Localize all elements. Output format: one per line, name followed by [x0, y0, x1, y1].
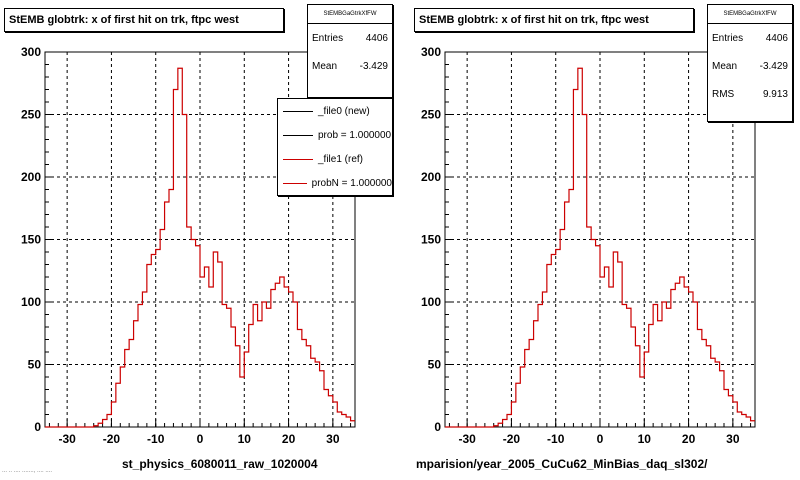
right-stats-rms-label: RMS	[712, 88, 735, 100]
left-histogram-pad: -30 -20 -10 0 10 20 30 0 50 100 150 200 250 300 StEMB…	[4, 4, 393, 471]
left-stats-entries-label: Entries	[312, 32, 344, 44]
right-stats-box: StEMBGaGtrkXfFW Entries 4406 Mean -3.429…	[707, 4, 793, 122]
right-stats-mean-label: Mean	[712, 60, 738, 72]
left-series-0-line	[45, 67, 355, 428]
right-stats-entries-label: Entries	[712, 32, 744, 44]
right-x-tick-label: -30	[458, 432, 476, 446]
legend-label-new: _file0 (new)	[318, 105, 370, 117]
left-y-tick-label: 200	[21, 170, 41, 184]
right-x-tick-label: 10	[638, 432, 652, 446]
left-stats-mean-value: -3.429	[359, 60, 388, 72]
legend-swatch-probn	[283, 182, 307, 184]
legend-entry-prob: prob = 1.000000	[278, 123, 392, 147]
right-x-caption: mparision/year_2005_CuCu62_MinBias_daq_s…	[416, 457, 708, 471]
right-histogram-pad: -30 -20 -10 0 10 20 30 0 50 100 150 200 250 300 StEMB…	[400, 0, 800, 480]
left-x-tick-label: 30	[326, 432, 340, 446]
left-x-tick-label: 0	[197, 432, 204, 446]
right-stats-name: StEMBGaGtrkXfFW	[708, 5, 792, 24]
right-stats-rms-row: RMS 9.913	[708, 80, 792, 108]
right-y-tick-label: 0	[434, 420, 441, 434]
left-y-tick-label: 0	[34, 420, 41, 434]
right-stats-mean-value: -3.429	[759, 60, 788, 72]
left-stats-mean-label: Mean	[312, 60, 338, 72]
right-y-tick-label: 250	[421, 108, 441, 122]
right-y-tick-label: 100	[421, 295, 441, 309]
right-y-tick-label: 150	[421, 233, 441, 247]
legend-entry-probn: probN = 1.000000	[278, 171, 392, 195]
left-x-tick-label: 10	[238, 432, 252, 446]
left-y-tick-label: 100	[21, 295, 41, 309]
right-x-tick-label: -10	[547, 432, 565, 446]
right-series-0-line	[445, 67, 755, 428]
legend-swatch-new	[283, 110, 313, 112]
left-stats-mean-row: Mean -3.429	[308, 52, 392, 80]
left-x-tick-label: -20	[103, 432, 121, 446]
right-stats-entries-value: 4406	[765, 32, 788, 44]
left-stats-entries-row: Entries 4406	[308, 24, 392, 52]
right-x-tick-label: -20	[503, 432, 521, 446]
left-x-tick-label: -30	[58, 432, 76, 446]
right-stats-rms-value: 9.913	[762, 88, 788, 100]
right-histogram-title: StEMB globtrk: x of first hit on trk, ft…	[414, 8, 694, 32]
left-x-caption: st_physics_6080011_raw_1020004	[122, 457, 318, 471]
legend-entry-ref: _file1 (ref)	[278, 147, 392, 171]
left-y-tick-label: 50	[28, 358, 42, 372]
left-x-tick-label: -10	[147, 432, 165, 446]
left-y-tick-label: 250	[21, 108, 41, 122]
right-stats-entries-row: Entries 4406	[708, 24, 792, 52]
left-legend: _file0 (new) prob = 1.000000 _file1 (ref…	[277, 98, 393, 196]
left-stats-entries-value: 4406	[365, 32, 388, 44]
legend-label-ref: _file1 (ref)	[318, 153, 364, 165]
left-y-tick-label: 300	[21, 45, 41, 59]
right-y-tick-label: 300	[421, 45, 441, 59]
left-x-tick-label: 20	[282, 432, 296, 446]
legend-label-probn: probN = 1.000000	[311, 177, 392, 189]
right-x-tick-label: 20	[682, 432, 696, 446]
footer-text: ... .. .... ......., .... ....	[2, 468, 53, 474]
right-stats-mean-row: Mean -3.429	[708, 52, 792, 80]
legend-entry-new: _file0 (new)	[278, 99, 392, 123]
right-x-tick-label: 0	[597, 432, 604, 446]
legend-swatch-ref	[283, 158, 313, 160]
legend-swatch-prob	[283, 134, 313, 136]
left-stats-name: StEMBGaGtrkXfFW	[308, 5, 392, 24]
left-histogram-title: StEMB globtrk: x of first hit on trk, ft…	[4, 8, 284, 32]
left-y-tick-label: 150	[21, 233, 41, 247]
right-x-tick-label: 30	[726, 432, 740, 446]
left-stats-box: StEMBGaGtrkXfFW Entries 4406 Mean -3.429	[307, 4, 393, 98]
legend-label-prob: prob = 1.000000	[318, 129, 392, 141]
right-y-tick-label: 200	[421, 170, 441, 184]
right-y-tick-label: 50	[428, 358, 442, 372]
